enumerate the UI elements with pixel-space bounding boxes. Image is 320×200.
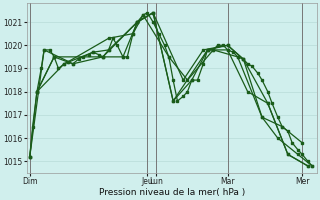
- X-axis label: Pression niveau de la mer( hPa ): Pression niveau de la mer( hPa ): [99, 188, 245, 197]
